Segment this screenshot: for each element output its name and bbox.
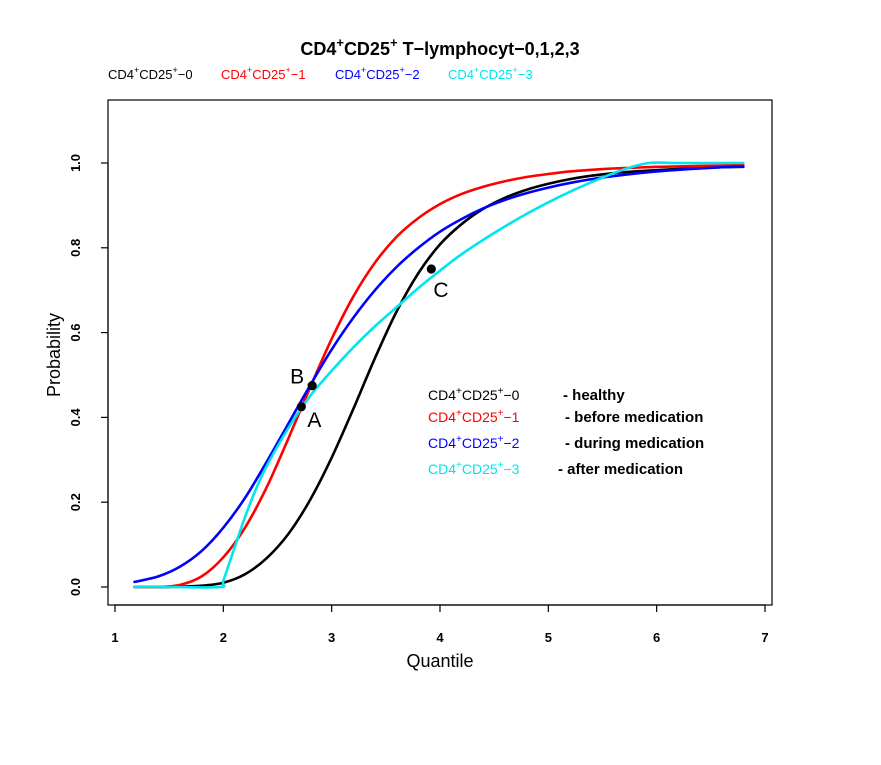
- inner-legend: CD4+CD25+−0 - healthy CD4+CD25+−1 - before …: [428, 386, 704, 478]
- y-tick-label-0.4: 0.4: [68, 408, 83, 427]
- chart-title: CD4+CD25+ T−lymphocyt−0,1,2,3: [300, 35, 579, 59]
- series-line-2: [133, 165, 745, 584]
- point-C: [426, 264, 436, 274]
- x-tick-label-1: 1: [111, 630, 118, 645]
- x-tick-label-3: 3: [328, 630, 335, 645]
- y-tick-label-0.8: 0.8: [68, 239, 83, 257]
- inner-legend-entry-1: CD4+CD25+−1: [428, 408, 520, 425]
- inner-legend-entry-0: CD4+CD25+−0: [428, 386, 520, 403]
- y-axis-label: Probability: [44, 313, 64, 397]
- series-line-0: [133, 165, 745, 589]
- top-legend-entry-3: CD4+CD25+−3: [448, 65, 533, 82]
- inner-legend-desc-2: - during medication: [565, 435, 704, 452]
- point-label-B: B: [290, 366, 304, 389]
- inner-legend-desc-0: - healthy: [563, 387, 625, 404]
- point-label-C: C: [433, 279, 448, 302]
- x-tick-label-2: 2: [220, 630, 227, 645]
- y-tick-label-0.0: 0.0: [68, 578, 83, 596]
- top-legend: CD4+CD25+−0 CD4+CD25+−1 CD4+CD25+−2 CD4+CD2…: [108, 65, 533, 82]
- x-tick-label-7: 7: [761, 630, 768, 645]
- point-B: [307, 381, 317, 391]
- point-label-A: A: [307, 409, 321, 432]
- series-layer: [133, 161, 745, 589]
- point-A: [296, 402, 306, 412]
- x-tick-label-5: 5: [545, 630, 552, 645]
- y-axis: 0.0 0.2 0.4 0.6 0.8 1.0: [68, 154, 109, 596]
- points-layer: AB C: [290, 264, 448, 432]
- inner-legend-entry-2: CD4+CD25+−2: [428, 434, 520, 451]
- inner-legend-desc-1: - before medication: [565, 409, 703, 426]
- y-tick-label-1.0: 1.0: [68, 154, 83, 172]
- series-line-3: [133, 161, 745, 589]
- top-legend-entry-1: CD4+CD25+−1: [221, 65, 306, 82]
- inner-legend-entry-3: CD4+CD25+−3: [428, 460, 520, 477]
- top-legend-entry-2: CD4+CD25+−2: [335, 65, 420, 82]
- x-axis-label: Quantile: [406, 651, 473, 671]
- y-tick-label-0.6: 0.6: [68, 324, 83, 342]
- inner-legend-desc-3: - after medication: [558, 461, 683, 478]
- x-tick-label-4: 4: [436, 630, 444, 645]
- y-tick-label-0.2: 0.2: [68, 493, 83, 511]
- top-legend-entry-0: CD4+CD25+−0: [108, 65, 193, 82]
- x-tick-label-6: 6: [653, 630, 660, 645]
- x-axis: 1 2 3 4 5 6 7: [111, 604, 769, 645]
